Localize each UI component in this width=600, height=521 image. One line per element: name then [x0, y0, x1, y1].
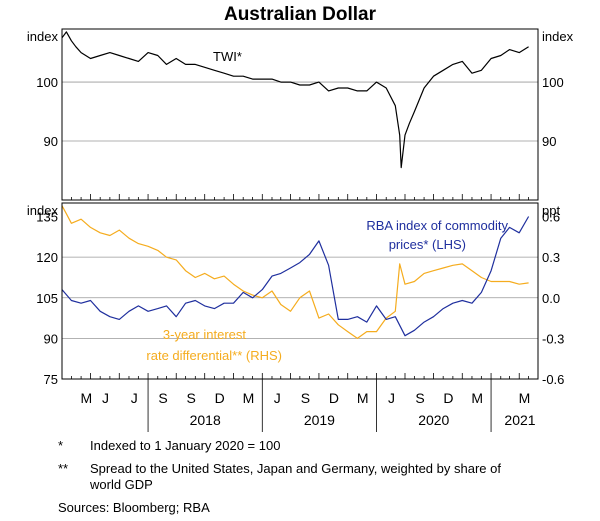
footnote-2: ** Spread to the United States, Japan an…: [58, 461, 538, 493]
bottom-left-tick-label: 105: [36, 291, 58, 306]
chart-title: Australian Dollar: [224, 4, 377, 25]
top-panel-series: [61, 31, 529, 169]
year-label: 2019: [304, 412, 335, 428]
month-label: S: [301, 390, 310, 406]
bottom-right-tick-label: 0.3: [542, 250, 560, 265]
year-label: 2021: [504, 412, 535, 428]
month-label: D: [329, 390, 339, 406]
top-left-unit: index: [27, 29, 59, 44]
twi-line: [61, 31, 529, 169]
x-axis-year-labels: 2018 2019 2020 2021: [190, 412, 536, 428]
top-left-tick-label: 90: [44, 134, 58, 149]
rate-differential-line: [61, 205, 529, 339]
rate-diff-label-line2: rate differential** (RHS): [146, 348, 282, 363]
bottom-left-tick-label: 135: [36, 210, 58, 225]
footnote-1: * Indexed to 1 January 2020 = 100: [58, 438, 538, 454]
bottom-left-tick-label: 90: [44, 331, 58, 346]
month-label: S: [187, 390, 196, 406]
month-label: J: [131, 390, 138, 406]
bottom-panel-series: [61, 205, 530, 339]
twi-series-label: TWI*: [213, 49, 242, 64]
month-label: M: [471, 390, 483, 406]
x-axis-ticks: [61, 194, 530, 432]
bottom-left-tick-label: 75: [44, 372, 58, 387]
month-label: M: [519, 390, 531, 406]
commodity-label-line2: prices* (LHS): [389, 237, 466, 252]
bottom-right-tick-label: -0.6: [542, 372, 564, 387]
rate-diff-label-line1: 3-year interest: [163, 327, 246, 342]
month-label: J: [274, 390, 281, 406]
top-panel-gridlines: [62, 81, 538, 142]
month-label: M: [243, 390, 255, 406]
month-label: J: [388, 390, 395, 406]
bottom-right-unit: ppt: [542, 203, 560, 218]
bottom-panel-y-ticks: 135 120 105 90 75 0.6 0.3 0.0 -0.3 -0.6: [36, 210, 564, 387]
commodity-prices-line: [61, 216, 530, 337]
top-right-tick-label: 100: [542, 75, 564, 90]
year-label: 2018: [190, 412, 221, 428]
month-label: D: [443, 390, 453, 406]
top-panel-frame: [61, 28, 539, 201]
bottom-left-tick-label: 120: [36, 250, 58, 265]
sources-line: Sources: Bloomberg; RBA: [58, 500, 210, 515]
commodity-label-line1: RBA index of commodity: [366, 218, 508, 233]
month-label: M: [81, 390, 93, 406]
bottom-right-tick-label: -0.3: [542, 331, 564, 346]
top-right-unit: index: [542, 29, 574, 44]
top-left-tick-label: 100: [36, 75, 58, 90]
top-panel-y-ticks: 100 100 90 90: [36, 75, 563, 149]
footnote-1-text: Indexed to 1 January 2020 = 100: [90, 438, 281, 453]
bottom-left-unit: index: [27, 203, 59, 218]
month-label: D: [215, 390, 225, 406]
year-label: 2020: [418, 412, 449, 428]
footnote-2-text: Spread to the United States, Japan and G…: [90, 461, 501, 492]
top-right-tick-label: 90: [542, 134, 556, 149]
bottom-right-tick-label: 0.0: [542, 291, 560, 306]
footnote-1-marker: *: [58, 438, 64, 453]
month-label: J: [102, 390, 109, 406]
month-label: M: [357, 390, 369, 406]
footnote-2-marker: **: [58, 461, 69, 476]
month-label: S: [158, 390, 167, 406]
bottom-right-tick-label: 0.6: [542, 210, 560, 225]
month-label: S: [415, 390, 424, 406]
